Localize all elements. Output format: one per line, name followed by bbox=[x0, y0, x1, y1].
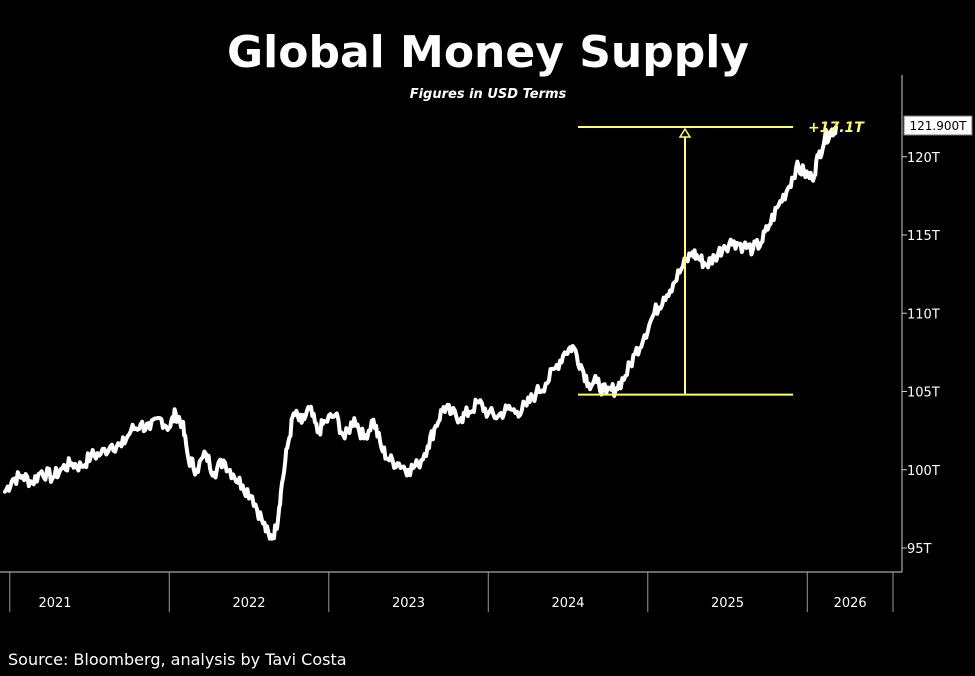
chart-subtitle: Figures in USD Terms bbox=[410, 87, 567, 102]
gain-arrow-head bbox=[678, 127, 692, 138]
y-tick-label: 110T bbox=[907, 307, 940, 322]
gain-label: +17.1T bbox=[808, 120, 865, 136]
y-tick-label: 115T bbox=[907, 229, 940, 244]
x-axis-ticks: 2021 2022 2023 2024 2025 2026 bbox=[9, 572, 894, 612]
source-note: Source: Bloomberg, analysis by Tavi Cost… bbox=[8, 650, 347, 669]
y-tick-label: 120T bbox=[907, 151, 940, 166]
x-tick-label: 2023 bbox=[392, 596, 425, 611]
chart-title: Global Money Supply bbox=[227, 27, 749, 78]
gain-annotation: +17.1T bbox=[578, 120, 865, 396]
x-tick-label: 2021 bbox=[38, 596, 71, 611]
x-tick-label: 2024 bbox=[551, 596, 584, 611]
last-value-label: 121.900T bbox=[910, 119, 968, 133]
x-tick-label: 2025 bbox=[711, 596, 744, 611]
x-tick-label: 2022 bbox=[232, 596, 265, 611]
y-tick-label: 95T bbox=[907, 542, 932, 557]
last-value-badge: 121.900T bbox=[903, 115, 973, 136]
x-tick-label: 2026 bbox=[834, 596, 867, 611]
y-tick-label: 105T bbox=[907, 386, 940, 401]
y-tick-label: 100T bbox=[907, 464, 940, 479]
last-value-box bbox=[903, 115, 973, 136]
series-line bbox=[3, 125, 838, 541]
y-axis-ticks: 95T 100T 105T 110T 115T 120T bbox=[902, 151, 940, 557]
